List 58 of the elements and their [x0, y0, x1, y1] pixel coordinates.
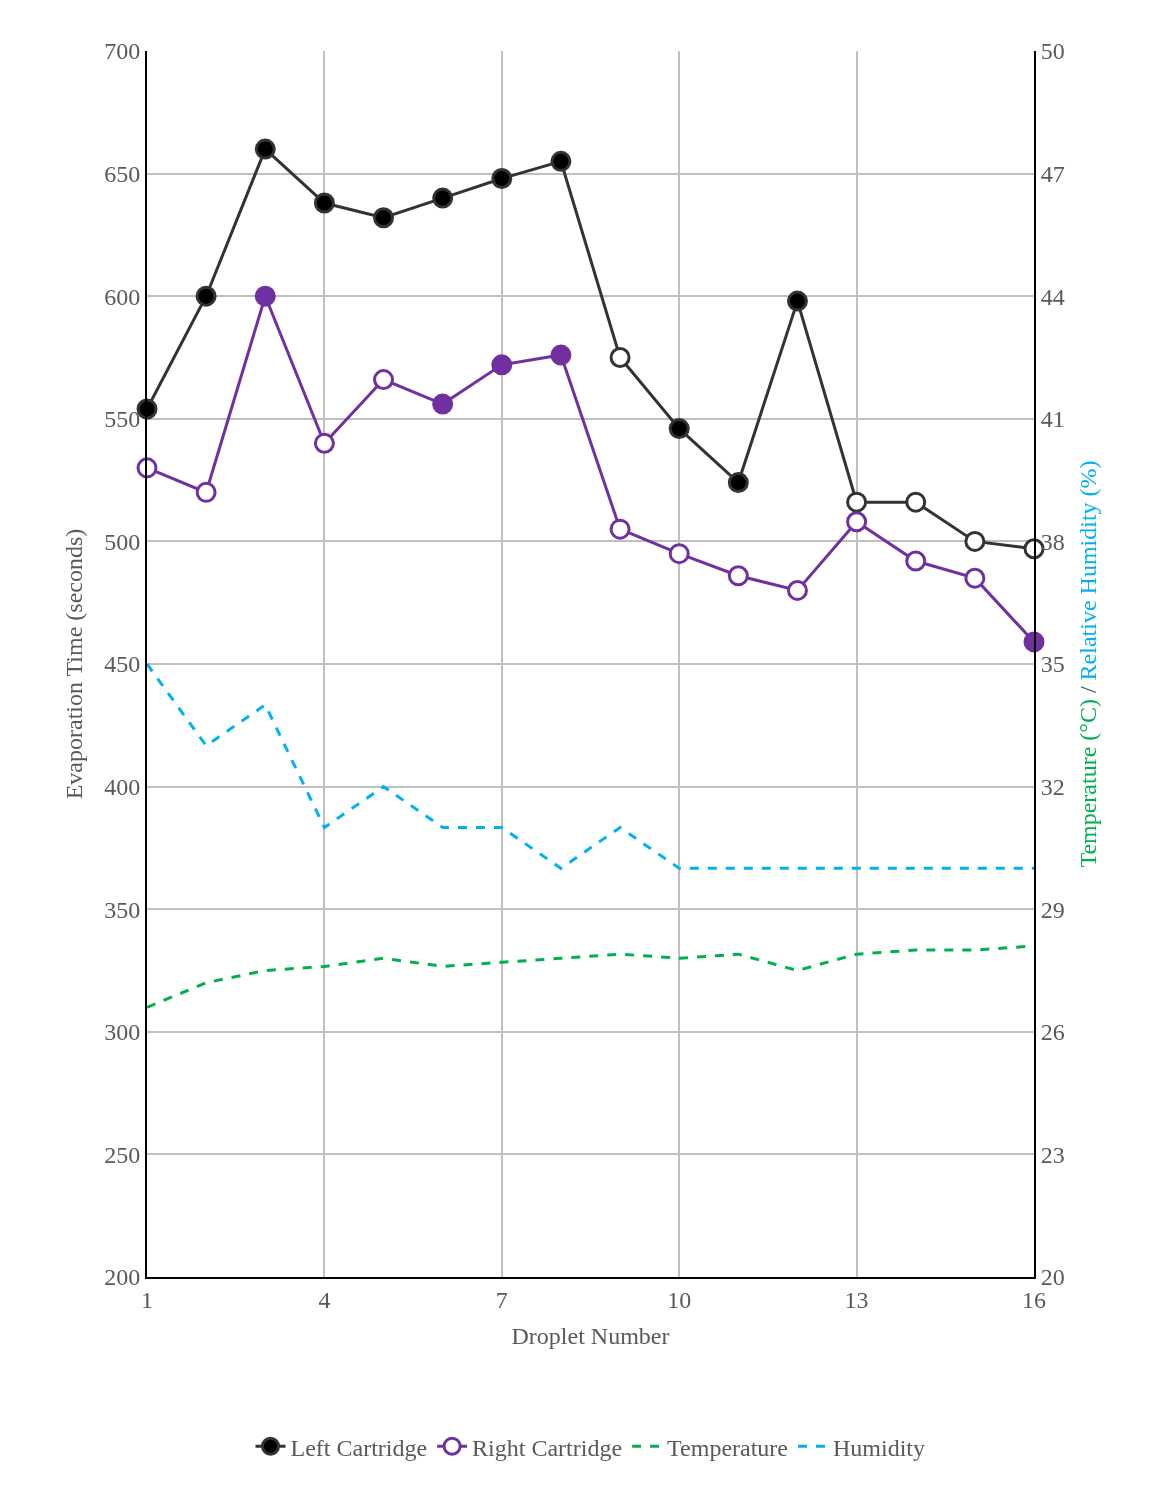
point — [254, 285, 276, 307]
y2-axis-title: Temperature (°C) / Relative Humidity (%) — [1074, 460, 1101, 868]
x-tick-label: 7 — [495, 1286, 508, 1313]
y2-tick-label: 35 — [1040, 651, 1065, 678]
point — [905, 550, 927, 572]
point — [786, 290, 808, 312]
legend-label: Right Cartridge — [472, 1434, 623, 1461]
point — [373, 369, 395, 391]
point — [727, 472, 749, 494]
point — [195, 285, 217, 307]
y-tick-label: 500 — [104, 528, 141, 555]
point — [846, 511, 868, 533]
y2-tick-label: 47 — [1040, 161, 1065, 187]
point — [668, 418, 690, 440]
point — [432, 187, 454, 209]
y-tick-label: 700 — [104, 38, 141, 65]
line-series — [147, 662, 1034, 870]
y2-tick-label: 41 — [1040, 406, 1065, 433]
point — [609, 518, 631, 540]
point — [668, 543, 690, 565]
y-tick-label: 200 — [104, 1264, 141, 1291]
y2-tick-label: 44 — [1040, 283, 1065, 310]
point — [491, 354, 513, 376]
x-axis-title: Droplet Number — [511, 1322, 670, 1349]
y2-tick-label: 32 — [1040, 774, 1065, 800]
point — [313, 432, 335, 454]
point — [786, 579, 808, 601]
x-tick-label: 10 — [667, 1286, 692, 1313]
point — [432, 393, 454, 415]
point — [964, 567, 986, 589]
legend-label: Temperature — [667, 1434, 789, 1461]
point — [313, 192, 335, 214]
y-axis-title: Evaporation Time (seconds) — [60, 528, 87, 800]
point — [254, 138, 276, 160]
point — [550, 344, 572, 366]
y2-tick-label: 26 — [1040, 1019, 1065, 1046]
y2-tick-label: 38 — [1040, 528, 1065, 555]
y-tick-label: 350 — [104, 896, 141, 923]
y-tick-label: 550 — [104, 406, 141, 433]
y-tick-label: 300 — [104, 1019, 141, 1046]
point — [727, 565, 749, 587]
point — [550, 150, 572, 172]
y-tick-label: 650 — [104, 161, 141, 187]
point — [491, 168, 513, 189]
y2-tick-label: 29 — [1040, 896, 1065, 923]
x-tick-label: 13 — [844, 1286, 869, 1313]
point — [373, 207, 395, 229]
y-tick-label: 250 — [104, 1141, 141, 1168]
y2-tick-label: 50 — [1040, 38, 1065, 65]
y-tick-label: 600 — [104, 283, 141, 310]
legend-label: Left Cartridge — [290, 1434, 428, 1461]
point — [195, 481, 217, 503]
y-tick-label: 450 — [104, 651, 141, 678]
y2-tick-label: 23 — [1040, 1141, 1065, 1168]
x-tick-label: 4 — [318, 1286, 331, 1313]
legend-label: Humidity — [833, 1434, 926, 1461]
x-tick-label: 1 — [141, 1286, 153, 1313]
y-tick-label: 400 — [104, 774, 141, 800]
